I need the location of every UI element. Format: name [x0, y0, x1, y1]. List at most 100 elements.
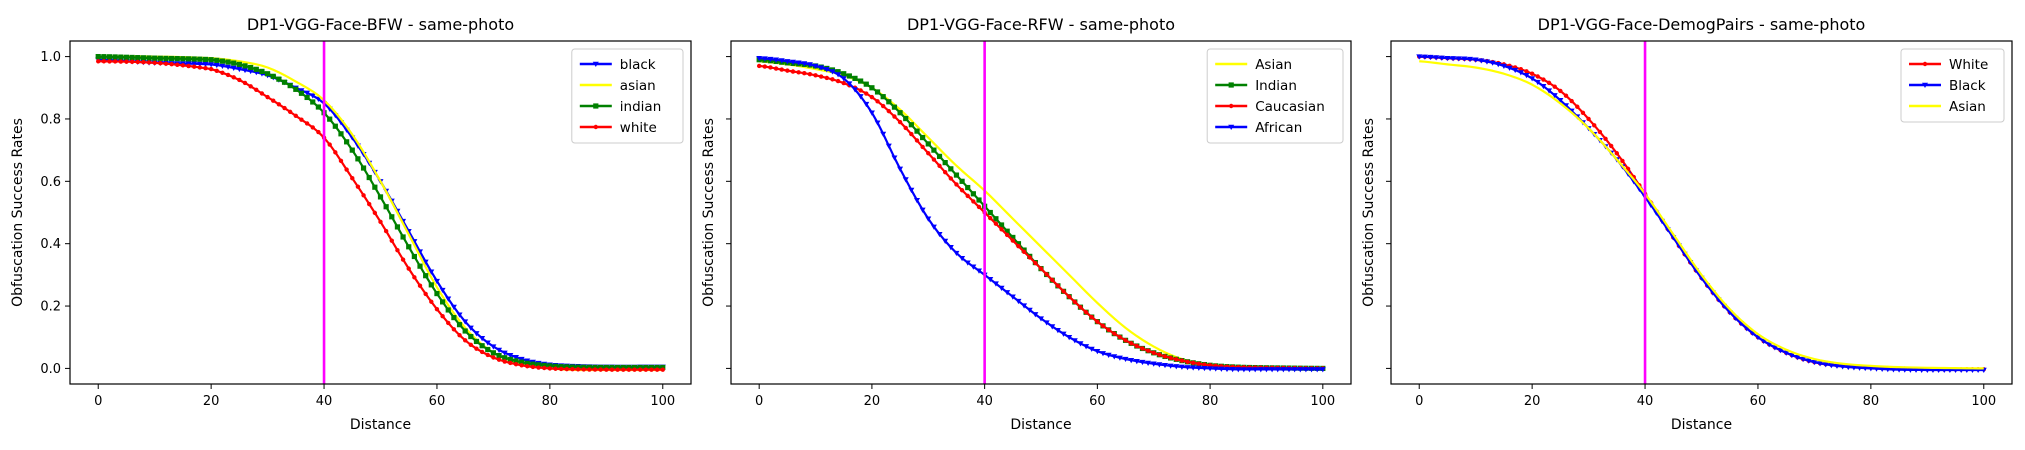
data-point-indian: [135, 55, 141, 61]
data-point-indian: [355, 156, 361, 162]
data-point-caucasian: [1168, 355, 1173, 361]
data-point-african: [885, 143, 892, 149]
data-point-african: [778, 58, 785, 64]
data-point-white: [536, 365, 541, 370]
data-point-african: [823, 67, 830, 73]
data-point-caucasian: [785, 68, 790, 73]
data-point-indian: [270, 73, 276, 79]
data-point-african: [863, 101, 870, 108]
data-point-indian: [519, 359, 525, 365]
data-point-african: [1246, 367, 1253, 373]
data-point-white: [587, 367, 592, 372]
data-point-white: [462, 338, 468, 343]
data-point-indian: [372, 184, 378, 190]
data-point-white: [654, 367, 660, 372]
data-point-white: [643, 367, 649, 372]
data-point-indian: [174, 56, 180, 62]
data-point-african: [1280, 367, 1287, 373]
legend-label-black: Black: [1949, 78, 1986, 94]
data-point-african: [857, 94, 864, 100]
data-point-african: [1038, 316, 1044, 322]
x-tick-label: 20: [203, 394, 220, 409]
data-point-african: [818, 65, 825, 71]
legend-box: [571, 48, 684, 144]
legend-label-black: black: [620, 57, 656, 73]
data-point-white: [248, 84, 253, 89]
y-tick-label: 0.8: [40, 112, 61, 127]
data-point-black: [230, 65, 237, 71]
data-point-black: [1478, 58, 1485, 64]
data-point-caucasian: [835, 78, 841, 84]
data-point-indian: [468, 333, 474, 340]
data-point-indian: [197, 56, 203, 62]
data-point-indian: [169, 55, 175, 62]
x-tick-label: 60: [1089, 394, 1106, 409]
data-point-black: [1760, 338, 1767, 345]
data-point-black: [1856, 365, 1863, 371]
data-point-african: [835, 72, 842, 78]
data-point-white: [592, 367, 598, 372]
data-point-african: [1133, 359, 1140, 365]
data-point-african: [953, 250, 960, 257]
data-point-indian: [451, 314, 457, 321]
data-point-indian: [406, 244, 412, 250]
data-point-african: [1224, 366, 1230, 373]
data-point-white: [1586, 116, 1591, 122]
data-point-black: [1896, 367, 1903, 373]
data-point-caucasian: [1179, 358, 1185, 363]
data-point-white: [575, 367, 581, 372]
data-point-indian: [835, 69, 841, 75]
data-point-indian: [886, 99, 892, 105]
data-point-caucasian: [993, 221, 999, 226]
data-point-black: [1862, 365, 1869, 372]
data-point-african: [1252, 367, 1259, 373]
data-point-african: [1145, 360, 1152, 366]
data-point-black: [456, 312, 463, 318]
data-point-indian: [479, 343, 485, 349]
data-point-white: [491, 355, 496, 360]
data-point-black: [1794, 355, 1801, 361]
data-point-indian: [140, 55, 146, 61]
data-point-african: [1049, 324, 1056, 330]
data-point-black: [1884, 367, 1891, 373]
data-point-indian: [95, 53, 101, 60]
data-point-indian: [242, 63, 248, 69]
data-point-african: [1088, 346, 1095, 352]
data-point-white: [350, 176, 355, 181]
data-point-indian: [202, 56, 209, 63]
data-point-indian: [965, 184, 971, 191]
data-point-african: [1235, 367, 1242, 373]
data-point-african: [919, 207, 926, 213]
data-point-white: [406, 266, 411, 271]
data-point-african: [1043, 320, 1050, 326]
data-point-african: [852, 87, 858, 93]
data-point-indian: [846, 73, 852, 79]
data-point-white: [276, 102, 282, 107]
data-point-caucasian: [796, 70, 801, 75]
data-point-caucasian: [999, 227, 1004, 232]
data-point-white: [124, 59, 129, 64]
data-point-african: [829, 69, 836, 75]
data-point-white: [1558, 88, 1563, 94]
data-point-caucasian: [892, 114, 897, 119]
data-point-white: [367, 201, 372, 207]
data-point-indian: [841, 71, 847, 77]
chart-title: DP1-VGG-Face-RFW - same-photo: [907, 15, 1175, 34]
legend-marker-white: [593, 124, 598, 130]
data-point-indian: [502, 355, 508, 361]
data-point-indian: [344, 139, 350, 145]
data-point-african: [1218, 366, 1225, 372]
data-point-african: [1066, 335, 1073, 341]
data-point-black: [1512, 67, 1519, 74]
data-point-caucasian: [875, 99, 880, 104]
data-point-caucasian: [942, 169, 948, 175]
data-point-indian: [287, 83, 293, 89]
data-point-white: [496, 357, 502, 362]
data-point-black: [1416, 54, 1423, 60]
data-point-white: [378, 219, 383, 225]
data-point-white: [389, 238, 394, 243]
data-point-indian: [535, 362, 542, 368]
data-point-white: [1608, 143, 1614, 149]
data-point-african: [1100, 351, 1106, 357]
